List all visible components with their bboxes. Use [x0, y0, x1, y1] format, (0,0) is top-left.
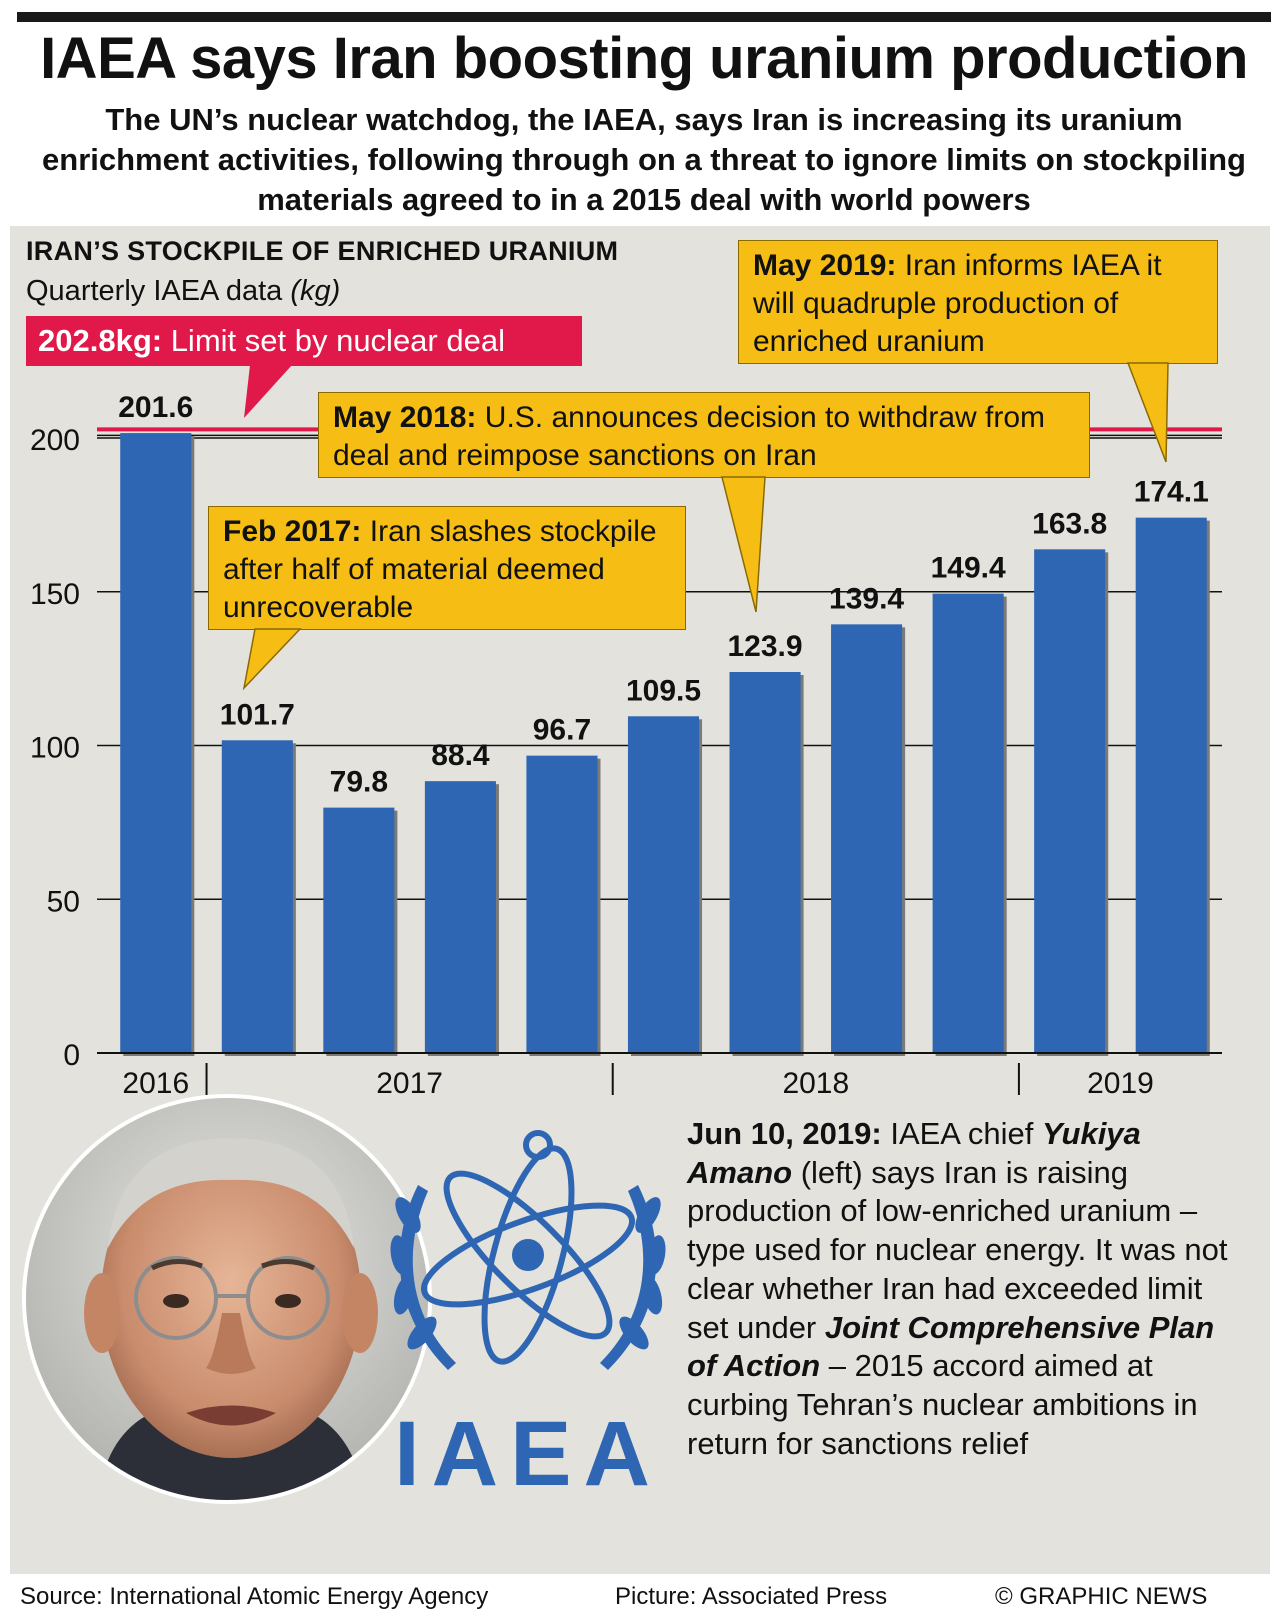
bar-value-label: 201.6: [118, 391, 193, 424]
story-date: Jun 10, 2019:: [687, 1116, 882, 1151]
bar-2016-q4: [120, 433, 192, 1054]
portrait-photo: [22, 1094, 432, 1504]
x-year-label-2019: 2019: [1087, 1067, 1154, 1100]
callout-may-2019-date: May 2019:: [753, 249, 897, 282]
bar-value-label: 174.1: [1134, 476, 1209, 509]
callout-may-2019-text: Iran informs IAEA it will quadruple prod…: [753, 249, 1162, 358]
callout-may-2018: May 2018: U.S. announces decision to wit…: [318, 392, 1090, 478]
bar-value-label: 96.7: [533, 714, 591, 747]
feb-2017-pointer: [242, 628, 302, 691]
footer-source: Source: International Atomic Energy Agen…: [20, 1583, 489, 1610]
y-tick-label-100: 100: [30, 732, 80, 765]
bar-2019-q1: [1034, 549, 1106, 1053]
may-2018-pointer: [721, 476, 766, 613]
bar-2017-q2: [323, 807, 395, 1053]
iaea-logo: IAEA: [390, 1130, 666, 1505]
top-rule: [17, 12, 1271, 22]
callout-feb-2017-date: Feb 2017:: [223, 515, 362, 548]
y-tick-label-50: 50: [47, 885, 80, 918]
callout-may-2018-date: May 2018:: [333, 401, 477, 434]
bar-value-label: 149.4: [931, 552, 1006, 585]
bar-chart: 0 50 100 150 200 201.6 101.7 79.8 88.4 96.7 109.5 1…: [30, 391, 1222, 1100]
may-2019-pointer: [1126, 362, 1169, 463]
bar-2018-q1: [627, 716, 700, 1053]
limit-callout-text: Limit set by nuclear deal: [162, 323, 505, 358]
bar-2018-q2: [729, 672, 801, 1053]
x-year-label-2018: 2018: [782, 1067, 849, 1100]
chart-unit-text: Quarterly IAEA data (kg): [26, 275, 341, 307]
laurel-wreath-icon: [390, 1185, 666, 1370]
story-part-2: (left) says Iran is raising production o…: [687, 1154, 1228, 1345]
callout-may-2019: May 2019: Iran informs IAEA it will quad…: [738, 240, 1218, 364]
x-year-label-2016: 2016: [122, 1067, 189, 1100]
page-subtitle: The UN’s nuclear watchdog, the IAEA, say…: [42, 102, 1246, 217]
x-year-label-2017: 2017: [376, 1067, 443, 1100]
story-part-1: IAEA chief: [881, 1116, 1042, 1151]
bar-value-label: 123.9: [728, 630, 803, 663]
iaea-logo-text: IAEA: [394, 1403, 662, 1505]
footer-credit: © GRAPHIC NEWS: [995, 1583, 1208, 1610]
callout-feb-2017: Feb 2017: Iran slashes stockpile after h…: [208, 506, 686, 630]
bar-2017-q1: [221, 740, 293, 1053]
page-title: IAEA says Iran boosting uranium producti…: [40, 26, 1248, 91]
bar-value-label: 109.5: [626, 674, 701, 707]
limit-pointer: [244, 365, 292, 418]
bar-value-label: 79.8: [330, 766, 388, 799]
y-tick-label-0: 0: [63, 1039, 80, 1072]
bar-value-label: 139.4: [829, 582, 904, 615]
footer-picture: Picture: Associated Press: [615, 1583, 888, 1610]
bar-2019-q2: [1135, 517, 1207, 1053]
story-plan-name: Joint Comprehensive Plan of Action: [687, 1309, 1215, 1384]
story-text: Jun 10, 2019: IAEA chief Yukiya Amano (l…: [687, 1115, 1247, 1463]
y-tick-label-150: 150: [30, 578, 80, 611]
chart-unit: Quarterly IAEA data (kg): [26, 275, 340, 308]
bar-value-label: 163.8: [1032, 507, 1107, 540]
callout-may-2018-text: U.S. announces decision to withdraw from…: [333, 401, 1046, 472]
callout-pointers: [242, 362, 1169, 691]
y-tick-label-200: 200: [30, 424, 80, 457]
callout-feb-2017-text: Iran slashes stockpile after half of mat…: [223, 515, 657, 624]
limit-callout: 202.8kg: Limit set by nuclear deal: [26, 316, 582, 366]
atom-emblem-icon: [420, 1130, 636, 1365]
footer: Source: International Atomic Energy Agen…: [0, 1575, 1288, 1618]
bar-value-label: 101.7: [220, 698, 295, 731]
story-part-3: – 2015 accord aimed at curbing Tehran’s …: [687, 1348, 1198, 1461]
chart-title: IRAN’S STOCKPILE OF ENRICHED URANIUM: [26, 236, 619, 266]
bar-value-label: 88.4: [431, 739, 490, 772]
limit-callout-bold: 202.8kg:: [38, 323, 163, 358]
story-person-name: Yukiya Amano: [687, 1116, 1141, 1190]
bar-2017-q3: [424, 781, 496, 1053]
bar-2017-q4: [526, 755, 598, 1053]
bar-2018-q3: [831, 624, 903, 1053]
bar-2018-q4: [932, 593, 1004, 1053]
